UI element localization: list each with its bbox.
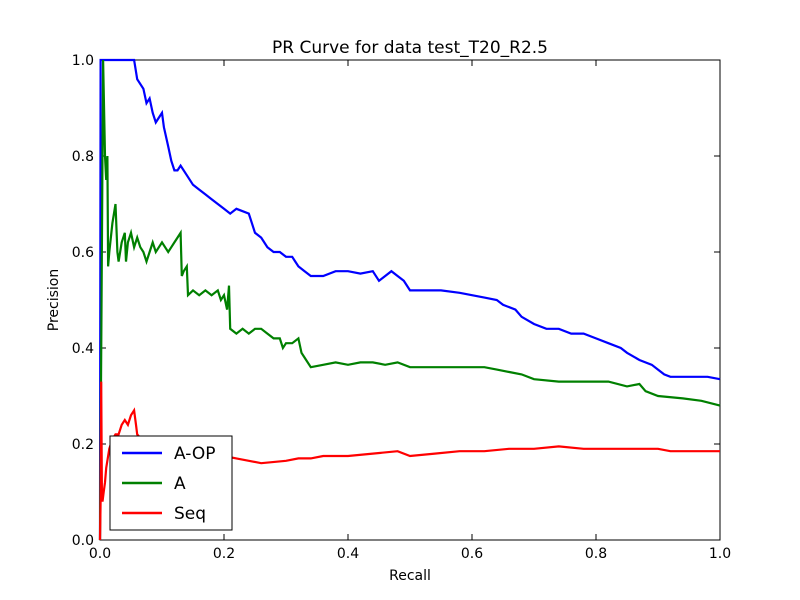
chart-title: PR Curve for data test_T20_R2.5	[272, 38, 548, 58]
x-tick-label: 0.2	[213, 546, 235, 562]
legend-label: A-OP	[174, 444, 216, 464]
y-tick-label: 0.0	[72, 533, 94, 549]
x-tick-label: 0.4	[337, 546, 359, 562]
x-tick-label: 1.0	[709, 546, 731, 562]
x-tick-label: 0.0	[89, 546, 111, 562]
legend: A-OP A Seq	[109, 435, 233, 531]
axis-ticks: 0.0 0.2 0.4 0.6 0.8 1.0 0.0 0.2 0.4 0.6 0.8 1.0	[72, 53, 731, 562]
legend-label: A	[174, 474, 186, 494]
y-tick-label: 0.6	[72, 245, 94, 261]
legend-label: Seq	[174, 504, 206, 524]
y-tick-label: 0.4	[72, 341, 94, 357]
y-axis-label: Precision	[46, 269, 62, 331]
y-tick-label: 1.0	[72, 53, 94, 69]
y-tick-label: 0.8	[72, 149, 94, 165]
y-tick-label: 0.2	[72, 437, 94, 453]
x-axis-label: Recall	[389, 568, 431, 584]
x-tick-label: 0.6	[461, 546, 483, 562]
series-line-a	[98, 59, 721, 541]
x-tick-label: 0.8	[585, 546, 607, 562]
series-line-a-op	[98, 58, 721, 541]
